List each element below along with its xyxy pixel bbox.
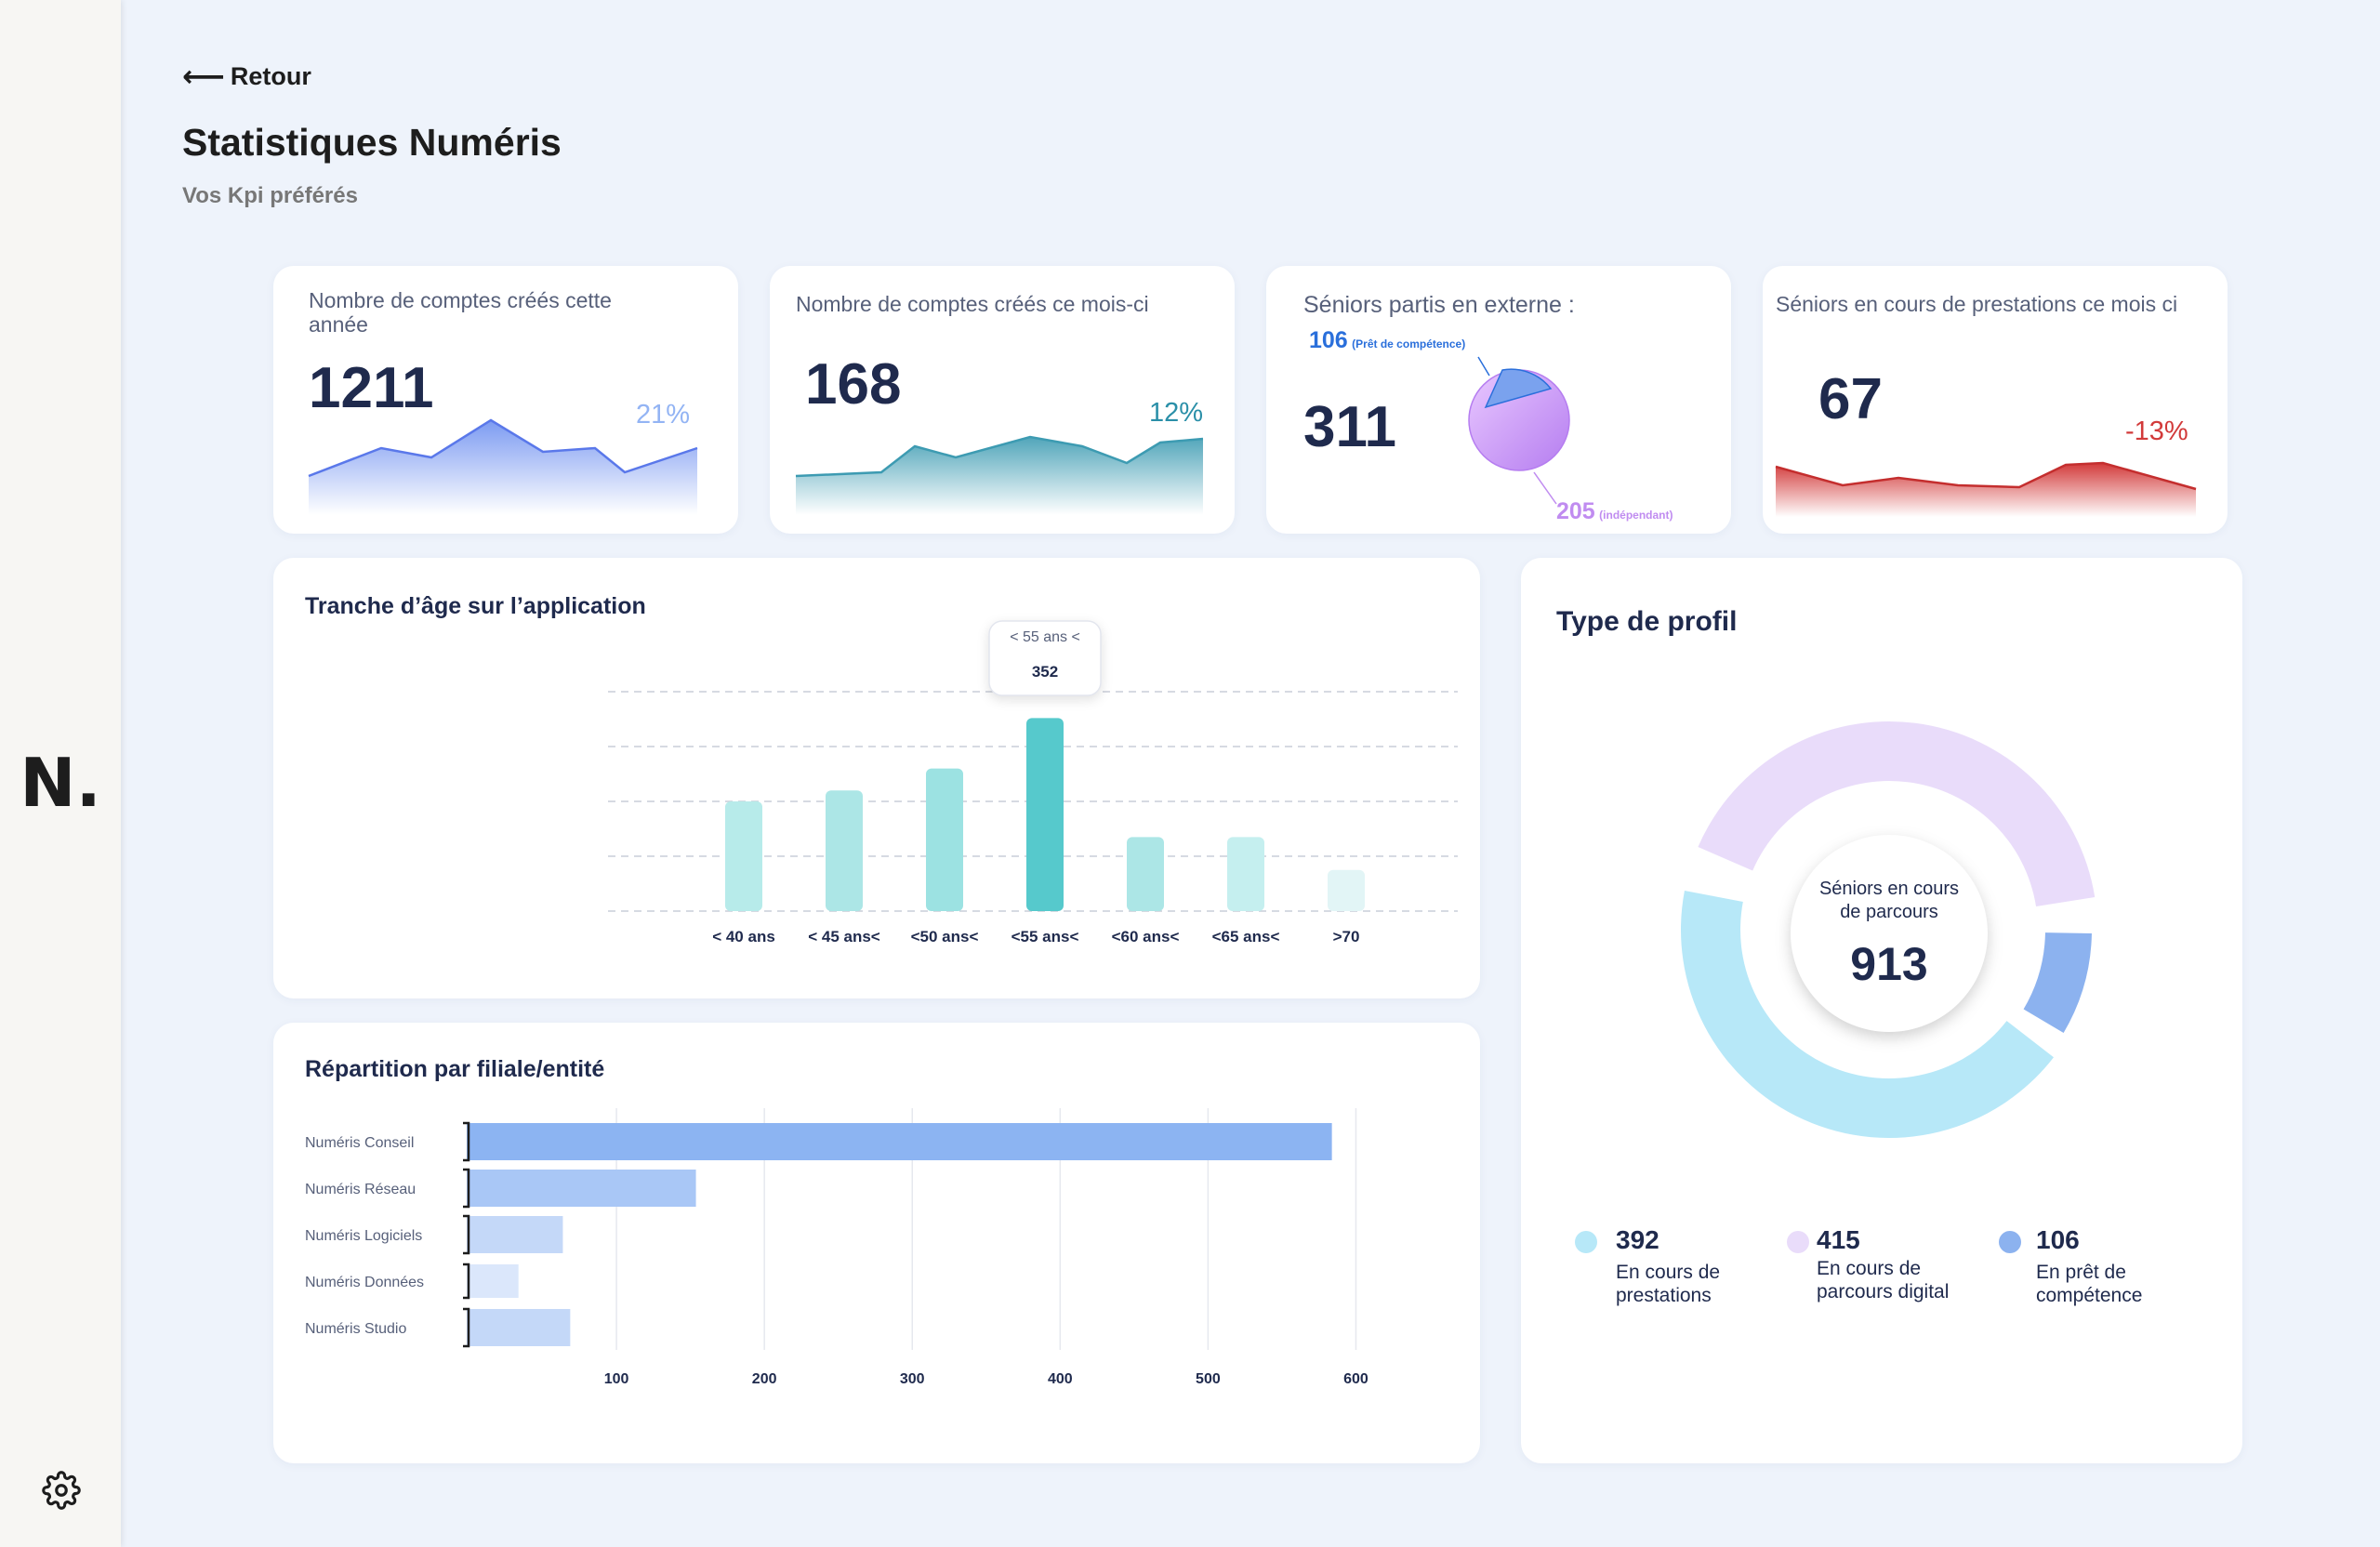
bar-bracket bbox=[463, 1263, 470, 1300]
kpi-sparkline bbox=[795, 435, 1204, 515]
bar[interactable] bbox=[467, 1123, 1332, 1160]
bar[interactable] bbox=[467, 1216, 563, 1253]
kpi-label: Nombre de comptes créés ce mois-ci bbox=[796, 292, 1149, 316]
bar[interactable] bbox=[467, 1309, 571, 1346]
bar-tooltip: < 55 ans < 352 bbox=[988, 620, 1102, 696]
x-tick-label: 500 bbox=[1196, 1371, 1221, 1387]
x-tick-label: 200 bbox=[752, 1371, 777, 1387]
y-tick-label: Numéris Studio bbox=[305, 1321, 406, 1337]
y-tick-label: Numéris Conseil bbox=[305, 1135, 414, 1151]
kpi-change: -13% bbox=[2125, 416, 2188, 446]
legend-value: 392 bbox=[1616, 1225, 1659, 1254]
profile-panel: Type de profil Séniors en cours de parcou… bbox=[1521, 558, 2242, 1463]
entity-bar-chart: 100 200 300 400 500 600 Numéris Conseil Numéris… bbox=[305, 1108, 1368, 1387]
panel-title: Type de profil bbox=[1556, 606, 1738, 637]
tooltip-value: 352 bbox=[1032, 663, 1058, 681]
y-tick-label: Numéris Logiciels bbox=[305, 1228, 422, 1244]
donut-center bbox=[1791, 835, 1988, 1032]
kpi-value: 67 bbox=[1818, 367, 1883, 431]
kpi-change: 12% bbox=[1149, 398, 1204, 428]
kpi-card-seniors-prestations: Séniors en cours de prestations ce mois … bbox=[1763, 266, 2228, 534]
entity-chart-panel: Répartition par filiale/entité 100 200 300… bbox=[273, 1023, 1480, 1463]
age-chart-panel: Tranche d’âge sur l’application < 40 ans… bbox=[273, 558, 1480, 998]
sidebar: N. bbox=[0, 0, 121, 1547]
x-tick-label: <50 ans< bbox=[911, 928, 979, 945]
legend-item: 106 En prêt de compétence bbox=[1999, 1225, 2185, 1309]
donut-center-label: Séniors en cours de parcours bbox=[1818, 879, 1960, 922]
legend-value: 106 bbox=[2036, 1225, 2080, 1254]
legend-dot bbox=[1999, 1231, 2021, 1253]
kpi-value: 168 bbox=[805, 352, 902, 416]
x-tick-label: < 40 ans bbox=[712, 928, 775, 945]
x-tick-label: < 45 ans< bbox=[808, 928, 880, 945]
legend-label: En cours de prestations bbox=[1616, 1262, 1721, 1307]
donut-segment[interactable] bbox=[1681, 891, 2054, 1139]
donut-center-value: 913 bbox=[1850, 938, 1928, 990]
legend-item: 415 En cours de parcours digital bbox=[1787, 1225, 1973, 1309]
tooltip-label: < 55 ans < bbox=[1010, 629, 1080, 645]
bar[interactable] bbox=[826, 790, 863, 911]
bar[interactable] bbox=[1127, 837, 1164, 911]
indep-value: 205 (indépendant) bbox=[1556, 498, 1673, 524]
gear-icon[interactable] bbox=[42, 1471, 81, 1510]
kpi-card-accounts-year: Nombre de comptes créés cette année 1211 … bbox=[273, 266, 738, 534]
legend-dot bbox=[1787, 1231, 1809, 1253]
bar-bracket bbox=[463, 1307, 470, 1348]
x-tick-label: <60 ans< bbox=[1112, 928, 1180, 945]
bar-bracket bbox=[463, 1168, 470, 1209]
app-logo: N. bbox=[20, 744, 101, 822]
x-tick-label: 400 bbox=[1048, 1371, 1073, 1387]
bar[interactable] bbox=[467, 1170, 696, 1207]
bar[interactable] bbox=[926, 768, 963, 911]
page-title: Statistiques Numéris bbox=[182, 121, 562, 164]
legend-value: 415 bbox=[1817, 1225, 1860, 1254]
x-tick-label: >70 bbox=[1333, 928, 1360, 945]
back-button[interactable]: ⟵ Retour bbox=[182, 61, 311, 91]
legend-label: En prêt de compétence bbox=[2036, 1262, 2143, 1307]
profile-donut-chart bbox=[1681, 721, 2096, 1139]
pret-value: 106 (Prêt de compétence) bbox=[1309, 327, 1466, 353]
legend-dot bbox=[1575, 1231, 1597, 1253]
panel-title: Tranche d’âge sur l’application bbox=[305, 593, 646, 619]
x-tick-label: <55 ans< bbox=[1012, 928, 1079, 945]
kpi-label: Séniors en cours de prestations ce mois … bbox=[1776, 292, 2178, 316]
kpi-change: 21% bbox=[636, 400, 691, 430]
kpi-value: 1211 bbox=[309, 356, 434, 420]
bar-bracket bbox=[463, 1214, 470, 1255]
arrow-left-icon: ⟵ bbox=[182, 60, 225, 93]
x-tick-label: 300 bbox=[900, 1371, 925, 1387]
donut-segment[interactable] bbox=[2023, 932, 2092, 1033]
page-subtitle: Vos Kpi préférés bbox=[182, 183, 358, 208]
donut-segment[interactable] bbox=[1698, 721, 2096, 906]
kpi-value: 311 bbox=[1303, 395, 1397, 459]
legend-item: 392 En cours de prestations bbox=[1575, 1225, 1761, 1309]
panel-title: Répartition par filiale/entité bbox=[305, 1056, 605, 1082]
bar[interactable] bbox=[1227, 837, 1264, 911]
kpi-label: Séniors partis en externe : bbox=[1303, 292, 1575, 318]
bar[interactable] bbox=[725, 801, 762, 911]
x-tick-label: <65 ans< bbox=[1212, 928, 1280, 945]
kpi-sparkline bbox=[308, 418, 698, 515]
kpi-label: Nombre de comptes créés cette année bbox=[309, 288, 612, 337]
legend-label: En cours de parcours digital bbox=[1817, 1258, 1950, 1303]
age-bar-chart: < 40 ans < 45 ans< <50 ans< <55 ans< <60 ans… bbox=[608, 620, 1458, 945]
back-label: Retour bbox=[230, 61, 311, 90]
kpi-card-accounts-month: Nombre de comptes créés ce mois-ci 168 1… bbox=[770, 266, 1235, 534]
x-tick-label: 600 bbox=[1343, 1371, 1368, 1387]
bar[interactable] bbox=[1026, 718, 1064, 911]
kpi-pie bbox=[1468, 356, 1570, 505]
bar-bracket bbox=[463, 1121, 470, 1162]
y-tick-label: Numéris Données bbox=[305, 1275, 424, 1290]
bar[interactable] bbox=[467, 1264, 519, 1298]
x-tick-label: 100 bbox=[604, 1371, 629, 1387]
kpi-sparkline bbox=[1775, 461, 2197, 517]
kpi-card-seniors-external: Séniors partis en externe : 106 (Prêt de… bbox=[1266, 266, 1731, 534]
bar[interactable] bbox=[1328, 869, 1365, 911]
y-tick-label: Numéris Réseau bbox=[305, 1182, 416, 1197]
